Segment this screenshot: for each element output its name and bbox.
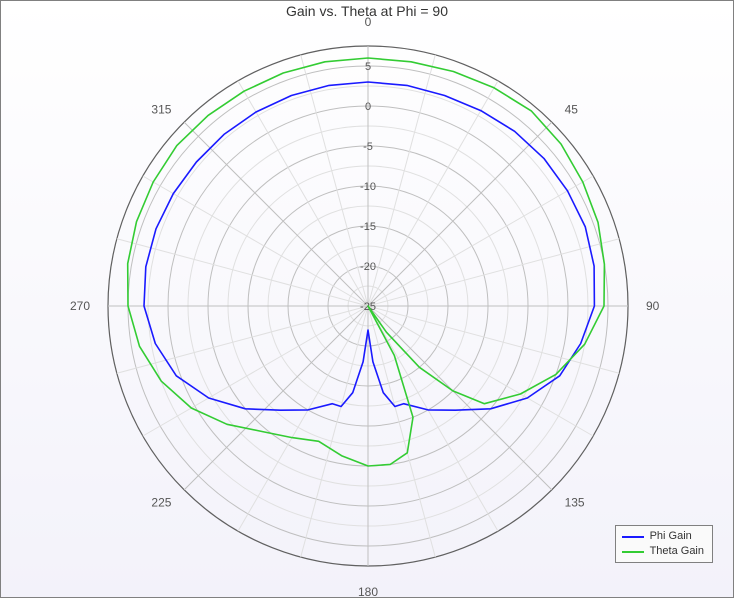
svg-text:135: 135 bbox=[565, 496, 585, 510]
svg-text:-20: -20 bbox=[360, 261, 376, 273]
svg-text:225: 225 bbox=[151, 496, 171, 510]
svg-text:-5: -5 bbox=[363, 141, 373, 153]
svg-text:0: 0 bbox=[365, 101, 371, 113]
svg-text:5: 5 bbox=[365, 61, 371, 73]
legend-label-theta: Theta Gain bbox=[650, 544, 704, 559]
svg-text:270: 270 bbox=[70, 299, 90, 313]
legend-label-phi: Phi Gain bbox=[650, 529, 692, 544]
legend-swatch-phi bbox=[622, 536, 644, 538]
chart-title: Gain vs. Theta at Phi = 90 bbox=[1, 3, 733, 19]
svg-text:315: 315 bbox=[151, 102, 171, 116]
svg-text:180: 180 bbox=[358, 585, 378, 598]
legend-box: Phi Gain Theta Gain bbox=[615, 525, 713, 563]
polar-plot: 04590135180225270315-25-20-15-10-505 bbox=[1, 1, 734, 598]
svg-text:45: 45 bbox=[565, 102, 579, 116]
svg-text:-10: -10 bbox=[360, 181, 376, 193]
legend-item-phi: Phi Gain bbox=[622, 529, 704, 544]
svg-text:90: 90 bbox=[646, 299, 660, 313]
legend-item-theta: Theta Gain bbox=[622, 544, 704, 559]
legend-swatch-theta bbox=[622, 551, 644, 553]
chart-frame: Gain vs. Theta at Phi = 90 0 45 90 135 180 22… bbox=[0, 0, 734, 598]
svg-text:-15: -15 bbox=[360, 221, 376, 233]
